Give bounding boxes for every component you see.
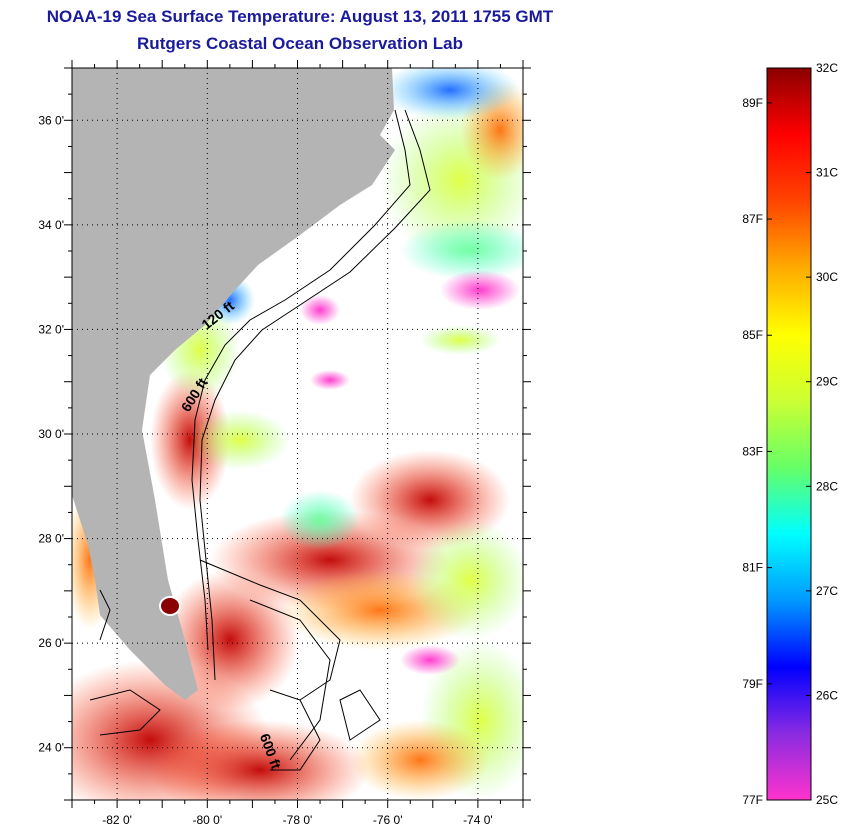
celsius-label: 27C: [816, 584, 838, 598]
fahrenheit-label: 83F: [742, 444, 763, 458]
colorbar-bar: [766, 67, 812, 801]
lat-label: 36 0': [38, 113, 64, 127]
fahrenheit-label: 79F: [742, 677, 763, 691]
tick-marks: [64, 60, 531, 808]
map-title: NOAA-19 Sea Surface Temperature: August …: [46, 7, 554, 26]
celsius-label: 26C: [816, 688, 838, 702]
lat-label: 24 0': [38, 741, 64, 755]
fahrenheit-label: 77F: [742, 793, 763, 807]
fahrenheit-ticks: 89F 87F 85F 83F 81F 79F 77F: [742, 96, 772, 807]
celsius-label: 30C: [816, 270, 838, 284]
lat-label: 30 0': [38, 427, 64, 441]
celsius-label: 32C: [816, 61, 838, 75]
lat-label: 34 0': [38, 218, 64, 232]
lon-label: -76 0': [373, 813, 403, 827]
lon-label: -78 0': [283, 813, 313, 827]
latitude-labels: 36 0' 34 0' 32 0' 30 0' 28 0' 26 0' 24 0': [38, 113, 64, 754]
graticule: [72, 68, 523, 800]
sst-field: [72, 68, 523, 800]
land-us-coast: [72, 68, 395, 700]
map-subtitle: Rutgers Coastal Ocean Observation Lab: [137, 34, 463, 53]
fahrenheit-label: 85F: [742, 328, 763, 342]
lat-label: 28 0': [38, 532, 64, 546]
temperature-colorbar: 32C 31C 30C 29C 28C 27C 26C 25C 89F 87F 85F 83F 81F…: [742, 61, 838, 807]
fahrenheit-label: 89F: [742, 96, 763, 110]
lake-okeechobee: [159, 596, 181, 616]
celsius-label: 31C: [816, 166, 838, 180]
bathymetry-contours: [89, 109, 431, 771]
lat-label: 26 0': [38, 636, 64, 650]
celsius-ticks: 32C 31C 30C 29C 28C 27C 26C 25C: [806, 61, 838, 807]
lon-label: -74 0': [463, 813, 493, 827]
sst-map: 36 0' 34 0' 32 0' 30 0' 28 0' 26 0' 24 0' -82 …: [38, 60, 531, 827]
fahrenheit-label: 87F: [742, 212, 763, 226]
celsius-label: 29C: [816, 375, 838, 389]
lon-label: -82 0': [102, 813, 132, 827]
longitude-labels: -82 0' -80 0' -78 0' -76 0' -74 0': [102, 813, 492, 827]
lat-label: 32 0': [38, 322, 64, 336]
fahrenheit-label: 81F: [742, 561, 763, 575]
celsius-label: 25C: [816, 793, 838, 807]
celsius-label: 28C: [816, 479, 838, 493]
lon-label: -80 0': [192, 813, 222, 827]
